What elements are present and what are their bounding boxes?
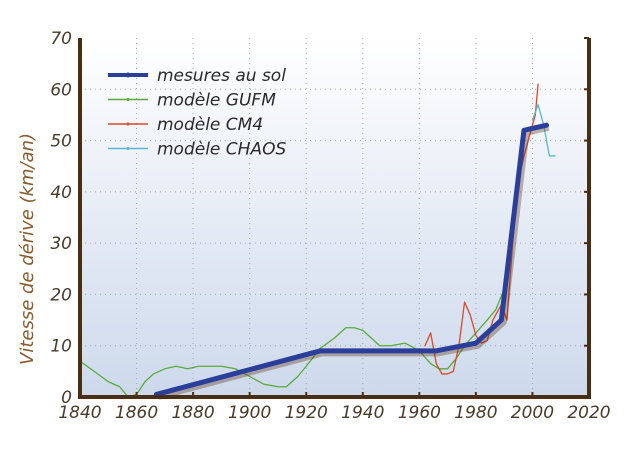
y-tick-label: 50: [50, 132, 72, 152]
y-tick-label: 30: [50, 234, 72, 254]
legend-marker: [126, 98, 130, 101]
x-tick-label: 1860: [115, 403, 158, 423]
y-tick-label: 10: [50, 337, 72, 357]
legend-marker: [125, 72, 131, 78]
y-tick-label: 20: [50, 285, 72, 305]
legend-marker: [126, 122, 130, 126]
x-tick-label: 1980: [454, 403, 497, 423]
y-tick-label: 70: [50, 29, 72, 49]
legend-marker: [126, 147, 130, 150]
x-tick-label: 1840: [58, 403, 101, 423]
legend-item: modèle GUFM: [108, 91, 276, 111]
axes-frame: [78, 38, 591, 399]
x-tick-label: 1920: [285, 403, 328, 423]
y-tick-label: 0: [61, 388, 72, 408]
legend-label: modèle CM4: [157, 115, 263, 135]
series-line-modèle-GUFM: [79, 288, 505, 398]
x-tick-label: 1900: [228, 403, 271, 423]
x-tick-label: 2020: [567, 403, 610, 423]
legend-label: mesures au sol: [157, 66, 286, 86]
legend-label: modèle CHAOS: [157, 140, 286, 160]
x-tick-label: 1940: [341, 403, 384, 423]
y-axis-label: Vitesse de dérive (km/an): [17, 133, 38, 365]
y-tick-label: 40: [50, 183, 72, 203]
legend-item: modèle CM4: [108, 115, 263, 135]
legend-item: mesures au sol: [108, 66, 286, 86]
legend-item: modèle CHAOS: [108, 140, 286, 160]
series-line-mesures-au-sol: [153, 122, 550, 397]
x-tick-label: 2000: [511, 403, 554, 423]
legend-label: modèle GUFM: [157, 91, 276, 111]
x-tick-label: 1880: [171, 403, 214, 423]
x-tick-label: 1960: [398, 403, 441, 423]
y-tick-label: 60: [50, 80, 72, 100]
